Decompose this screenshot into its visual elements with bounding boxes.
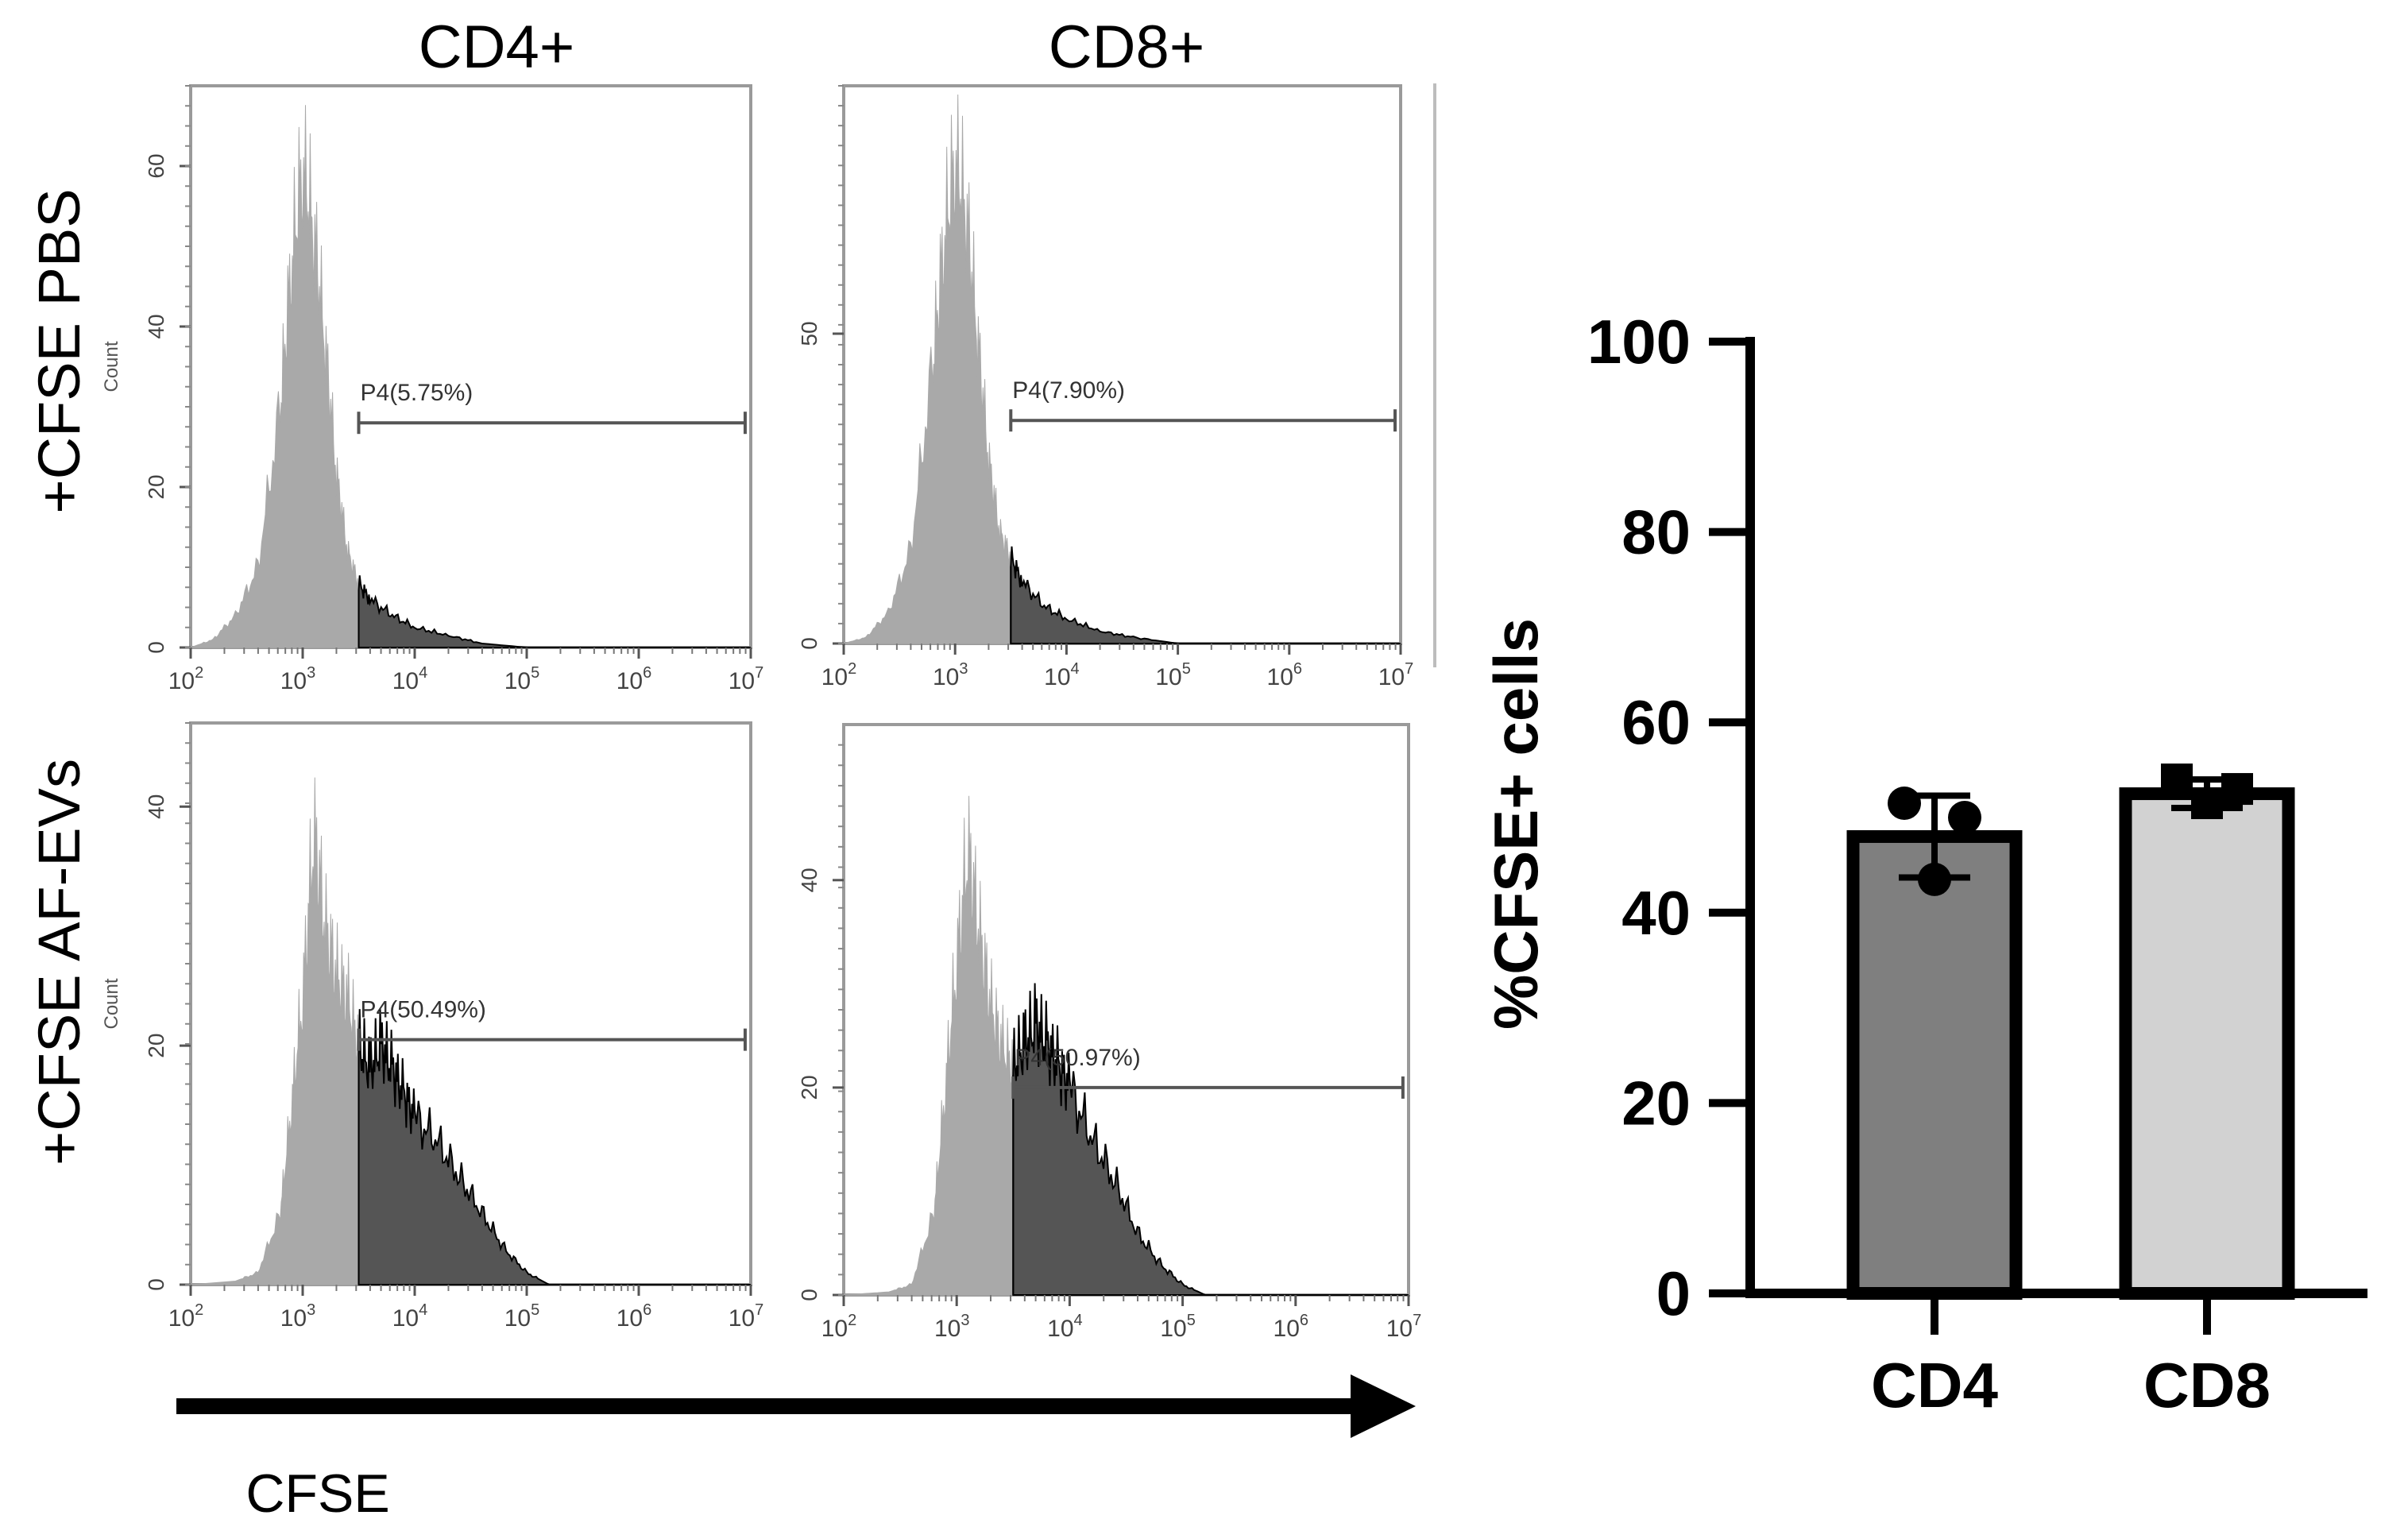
- x-tick-label: 102: [168, 1301, 204, 1332]
- row-label-af-evs: +CFSE AF-EVs: [26, 759, 92, 1165]
- x-tick-label: 102: [821, 660, 857, 690]
- x-tick-label: 106: [616, 1301, 652, 1332]
- bar-x-tick-label: CD8: [2143, 1350, 2271, 1421]
- x-tick-label: 105: [504, 664, 540, 694]
- x-tick-label: 106: [616, 664, 652, 694]
- bar-y-tick-label: 0: [1656, 1258, 1691, 1328]
- data-point-circle: [1918, 862, 1951, 896]
- y-axis-label: Count: [101, 341, 122, 392]
- histogram-cd4-af-evs: P4(50.49%) 102 103 104 105 106 107 0 20 40 Count: [101, 721, 764, 1332]
- histogram-cd8-af-evs: P4(50.97%) 102 103 104 105 106 107 0 20 40: [797, 723, 1422, 1342]
- x-tick-label: 103: [933, 660, 968, 690]
- y-tick-label: 40: [144, 314, 168, 338]
- y-tick-label: 60: [144, 153, 168, 178]
- bar-y-tick-label: 40: [1621, 878, 1691, 948]
- bar-x-tick-label: CD4: [1871, 1350, 1999, 1421]
- y-tick-label: 20: [797, 1075, 821, 1100]
- data-point-square: [2161, 763, 2193, 796]
- bar-cd4: [1846, 829, 2023, 1300]
- bar-cd8: [2119, 787, 2295, 1300]
- y-tick-label: 40: [797, 868, 821, 892]
- x-tick-label: 104: [1044, 660, 1080, 690]
- x-tick-label: 102: [168, 664, 204, 694]
- histogram-cd4-pbs: P4(5.75%) 102 103 104 105 106 107 0 20 40 60 Count: [101, 84, 764, 694]
- gate-label: P4(50.97%): [1015, 1045, 1140, 1071]
- y-axis-label: Count: [101, 978, 122, 1029]
- x-tick-label: 104: [1047, 1312, 1083, 1342]
- y-tick-label: 0: [144, 641, 168, 654]
- histogram-ungated-area: [843, 94, 1011, 644]
- bar-chart: 0 20 40 60 80 100 %CFSE+ cells CD4 CD8: [1481, 307, 2367, 1421]
- x-tick-label: 105: [1155, 660, 1191, 690]
- x-tick-label: 103: [280, 1301, 316, 1332]
- histogram-gated-area: [1012, 983, 1409, 1296]
- x-tick-label: 104: [392, 1301, 428, 1332]
- histogram-cd8-pbs: P4(7.90%) 102 103 104 105 106 107 0 50: [797, 84, 1414, 690]
- column-label-cd8: CD8+: [1049, 14, 1204, 81]
- x-tick-label: 105: [504, 1301, 540, 1332]
- data-point-circle: [1948, 801, 1981, 834]
- data-point-square: [2221, 773, 2253, 806]
- histogram-ungated-area: [843, 795, 1014, 1296]
- x-tick-label: 107: [1378, 660, 1414, 690]
- x-tick-label: 107: [729, 1301, 764, 1332]
- cfse-arrowhead: [1351, 1374, 1416, 1438]
- bar-y-tick-label: 60: [1621, 687, 1691, 757]
- column-label-cd4: CD4+: [419, 14, 574, 81]
- histogram-gated-area: [358, 1008, 751, 1285]
- y-tick-label: 20: [144, 1034, 168, 1058]
- x-tick-label: 107: [729, 664, 764, 694]
- x-tick-label: 102: [821, 1312, 857, 1342]
- bar-y-tick-label: 100: [1587, 307, 1691, 377]
- x-tick-label: 107: [1386, 1312, 1422, 1342]
- y-tick-label: 40: [144, 794, 168, 819]
- bar-y-tick-label: 80: [1621, 497, 1691, 567]
- histogram-gated-area: [1010, 546, 1401, 644]
- histogram-gated-area: [358, 575, 751, 648]
- data-point-circle: [1888, 787, 1921, 821]
- x-tick-label: 103: [280, 664, 316, 694]
- y-tick-label: 50: [797, 321, 821, 346]
- bar-y-tick-label: 20: [1621, 1068, 1691, 1138]
- y-tick-label: 20: [144, 474, 168, 499]
- x-tick-label: 105: [1160, 1312, 1196, 1342]
- gate-label: P4(7.90%): [1012, 377, 1125, 404]
- x-tick-label: 106: [1267, 660, 1303, 690]
- data-point-square: [2191, 787, 2223, 820]
- histogram-ungated-area: [190, 105, 359, 648]
- y-tick-label: 0: [797, 637, 821, 650]
- bar-y-axis-label: %CFSE+ cells: [1481, 618, 1551, 1030]
- x-tick-label: 104: [392, 664, 428, 694]
- cfse-axis-label: CFSE: [245, 1463, 389, 1523]
- row-label-pbs: +CFSE PBS: [26, 188, 92, 513]
- x-tick-label: 106: [1274, 1312, 1309, 1342]
- y-tick-label: 0: [144, 1278, 168, 1291]
- histogram-ungated-area: [190, 777, 359, 1285]
- gate-label: P4(5.75%): [361, 380, 473, 406]
- y-tick-label: 0: [797, 1289, 821, 1301]
- x-tick-label: 103: [934, 1312, 970, 1342]
- gate-label: P4(50.49%): [361, 997, 486, 1023]
